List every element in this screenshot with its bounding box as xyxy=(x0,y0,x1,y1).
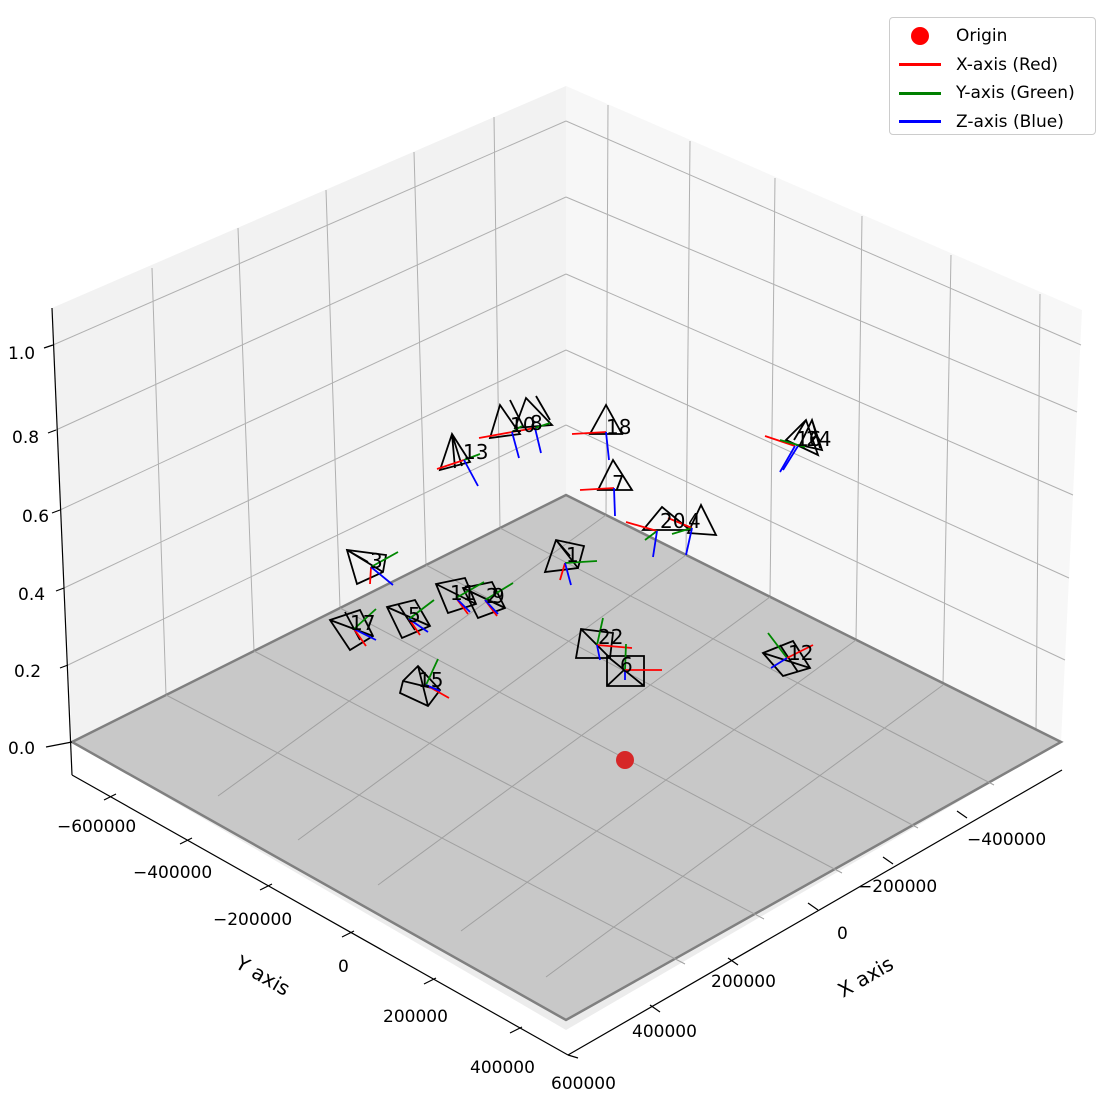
camera-12 xyxy=(761,632,814,678)
legend-label: X-axis (Red) xyxy=(956,54,1058,75)
svg-text:22: 22 xyxy=(598,625,623,649)
legend-item-y-axis: Y-axis (Green) xyxy=(898,79,1087,108)
svg-text:0.0: 0.0 xyxy=(8,739,35,759)
svg-text:200000: 200000 xyxy=(383,1007,448,1027)
z-ticks xyxy=(43,344,73,748)
svg-text:−400000: −400000 xyxy=(967,830,1046,850)
camera-13 xyxy=(436,431,481,487)
svg-text:3: 3 xyxy=(370,549,383,573)
svg-text:17: 17 xyxy=(350,611,375,635)
camera-18-4 xyxy=(625,502,718,558)
camera-frustums xyxy=(328,395,824,708)
camera-16 xyxy=(571,403,624,461)
camera-5 xyxy=(385,598,435,640)
svg-text:9: 9 xyxy=(492,584,505,608)
y-axis-title: Y axis xyxy=(231,950,295,1001)
svg-text:20: 20 xyxy=(660,509,685,533)
svg-text:0.6: 0.6 xyxy=(22,507,49,527)
legend-item-z-axis: Z-axis (Blue) xyxy=(898,108,1087,137)
z-tick-labels: 0.0 0.2 0.4 0.6 0.8 1.0 xyxy=(8,344,49,759)
svg-text:−400000: −400000 xyxy=(133,863,212,883)
blue-line-icon xyxy=(899,120,941,124)
x-axis-line xyxy=(567,769,1063,1056)
svg-text:10: 10 xyxy=(510,413,535,437)
svg-text:13: 13 xyxy=(463,440,488,464)
svg-text:−600000: −600000 xyxy=(57,817,136,837)
camera-15 xyxy=(398,658,450,708)
svg-text:0: 0 xyxy=(837,924,848,944)
x-tick-labels: 600000 400000 200000 0 −200000 −400000 xyxy=(551,830,1046,1094)
svg-text:15: 15 xyxy=(418,668,443,692)
x-axis-title: X axis xyxy=(834,951,898,1002)
svg-text:2: 2 xyxy=(486,584,499,608)
svg-text:−200000: −200000 xyxy=(213,910,292,930)
svg-text:16: 16 xyxy=(796,427,821,451)
legend-label: Z-axis (Blue) xyxy=(956,111,1064,132)
svg-text:0.4: 0.4 xyxy=(18,585,45,605)
svg-text:400000: 400000 xyxy=(632,1022,697,1042)
ground-plane xyxy=(69,493,1064,1022)
svg-text:0: 0 xyxy=(338,957,349,977)
camera-11-2-9 xyxy=(434,576,514,620)
svg-text:4: 4 xyxy=(688,509,701,533)
svg-text:1.0: 1.0 xyxy=(8,344,35,364)
camera-17 xyxy=(328,608,377,652)
svg-text:12: 12 xyxy=(788,641,813,665)
svg-text:−200000: −200000 xyxy=(858,877,937,897)
y-tick-labels: −600000 −400000 −200000 0 200000 400000 xyxy=(57,817,535,1078)
camera-1 xyxy=(543,538,598,586)
camera-6 xyxy=(606,643,662,687)
svg-text:0.2: 0.2 xyxy=(14,662,41,682)
svg-text:0.8: 0.8 xyxy=(12,428,39,448)
svg-text:11: 11 xyxy=(450,581,475,605)
x-ticks xyxy=(567,810,968,1059)
svg-text:7: 7 xyxy=(612,471,625,495)
z-axis-line xyxy=(51,307,73,776)
svg-text:1: 1 xyxy=(566,543,579,567)
back-left-pane xyxy=(52,86,566,742)
camera-10-20-8 xyxy=(478,395,554,459)
svg-text:5: 5 xyxy=(408,603,421,627)
camera-24-14 xyxy=(764,417,824,473)
origin-dot-icon xyxy=(911,27,929,46)
svg-text:24: 24 xyxy=(806,427,831,451)
legend-item-origin: Origin xyxy=(898,22,1087,51)
floor-gridlines xyxy=(165,514,995,978)
axis-lines xyxy=(51,307,1063,1056)
legend-label: Y-axis (Green) xyxy=(956,83,1075,104)
svg-text:400000: 400000 xyxy=(470,1058,535,1078)
legend: Origin X-axis (Red) Y-axis (Green) Z-axi… xyxy=(889,17,1096,135)
svg-text:8: 8 xyxy=(530,411,543,435)
red-line-icon xyxy=(899,63,941,67)
left-pane-gridlines xyxy=(52,116,567,743)
camera-7 xyxy=(579,458,634,517)
legend-item-x-axis: X-axis (Red) xyxy=(898,51,1087,80)
legend-label: Origin xyxy=(956,26,1008,47)
svg-text:6: 6 xyxy=(620,653,633,677)
svg-text:18: 18 xyxy=(606,415,631,439)
y-axis-line xyxy=(71,774,569,1056)
back-right-pane xyxy=(566,86,1082,742)
svg-text:200000: 200000 xyxy=(711,972,776,992)
green-line-icon xyxy=(899,91,941,95)
svg-text:600000: 600000 xyxy=(551,1074,616,1094)
camera-labels: 13 10 8 18 7 16 24 20 4 1 3 17 5 11 2 9 … xyxy=(350,411,831,692)
origin-marker xyxy=(616,751,634,769)
y-ticks xyxy=(103,793,523,1034)
camera-3 xyxy=(345,548,399,586)
